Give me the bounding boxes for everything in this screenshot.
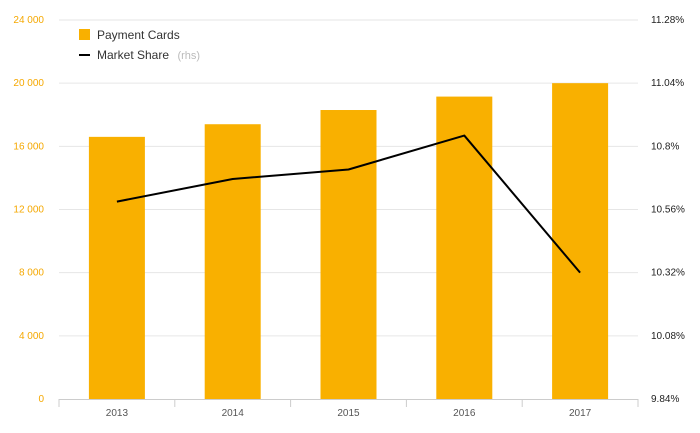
bar-2017	[552, 83, 609, 400]
bar-2015	[320, 110, 377, 399]
bar-2013	[88, 136, 145, 399]
y-right-tick-label: 10.08%	[651, 331, 685, 342]
bar-series-payment-cards	[88, 83, 609, 400]
y-left-tick-label: 4 000	[19, 331, 44, 342]
y-right-tick-label: 11.04%	[651, 78, 684, 89]
legend-swatch-payment-cards	[79, 29, 90, 40]
y-right-tick-label: 9.84%	[651, 394, 679, 405]
legend-label-market-share-name: Market Share	[97, 48, 169, 62]
y-axis-right: 9.84% 10.08% 10.32% 10.56% 10.8% 11.04% 11.28%	[651, 15, 685, 405]
x-tick-label: 2017	[569, 408, 592, 419]
bar-2014	[204, 124, 261, 399]
y-left-tick-label: 16 000	[13, 141, 44, 152]
y-right-tick-label: 10.56%	[651, 205, 685, 216]
x-tick-label: 2013	[106, 408, 129, 419]
legend: Payment Cards Market Share (rhs)	[79, 28, 200, 63]
y-right-tick-label: 10.32%	[651, 268, 685, 279]
y-axis-left: 0 4 000 8 000 12 000 16 000 20 000 24 000	[13, 15, 44, 405]
y-left-tick-label: 20 000	[13, 78, 44, 89]
market-share-line	[116, 134, 581, 274]
y-left-tick-label: 24 000	[13, 15, 44, 26]
x-axis: 2013 2014 2015 2016 2017	[58, 399, 639, 419]
x-tick-label: 2016	[453, 408, 476, 419]
legend-label-market-share: Market Share (rhs)	[97, 46, 200, 63]
y-left-tick-label: 8 000	[19, 268, 44, 279]
y-left-tick-label: 0	[38, 394, 44, 405]
bar-2016	[436, 96, 493, 399]
x-tick-label: 2014	[222, 408, 245, 419]
y-left-tick-label: 12 000	[13, 205, 44, 216]
legend-label-market-share-suffix: (rhs)	[177, 50, 200, 62]
y-right-tick-label: 11.28%	[651, 15, 684, 26]
legend-label-payment-cards: Payment Cards	[97, 28, 180, 42]
line-series-market-share	[116, 134, 581, 274]
y-right-tick-label: 10.8%	[651, 141, 679, 152]
x-tick-label: 2015	[337, 408, 360, 419]
